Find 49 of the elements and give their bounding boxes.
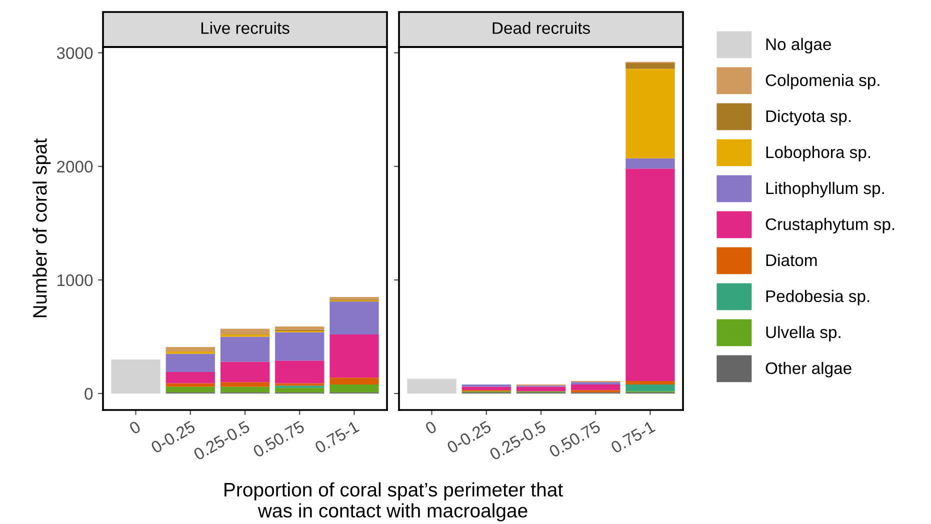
bar (275, 360, 324, 384)
x-axis-title: Proportion of coral spat’s perimeter that was in contact with macroalgae (224, 482, 563, 522)
legend-label: Diatom (766, 254, 817, 266)
legend-label: Other algae (766, 362, 852, 378)
y-tick-label: 3000 (56, 47, 93, 59)
bar (462, 386, 511, 390)
bar (166, 386, 215, 392)
bar (220, 386, 270, 392)
legend-label: Ulvella sp. (766, 326, 840, 342)
bar (626, 168, 675, 382)
legend-label: Pedobesia sp. (766, 290, 870, 306)
chart-title: Live recruits (201, 22, 290, 34)
bar (166, 354, 215, 372)
bar (330, 296, 379, 300)
bar (166, 372, 215, 384)
legend-label: Lithophyllum sp. (766, 182, 884, 198)
bar (275, 332, 324, 361)
y-tick-label: 1000 (57, 274, 93, 286)
bar (571, 384, 620, 390)
x-tick-label: 0 (424, 420, 438, 435)
bar (166, 346, 215, 352)
bar (111, 359, 160, 394)
bar (330, 378, 379, 384)
bar (330, 384, 379, 392)
bar (330, 302, 379, 334)
bar (275, 388, 324, 392)
y-axis-title: Number of coral spat (32, 138, 51, 318)
chart-title: Dead recruits (492, 22, 590, 34)
x-tick-label: 0 (128, 420, 142, 435)
bar (220, 362, 270, 382)
bar (626, 158, 675, 169)
legend-label: No algae (766, 38, 831, 54)
bar (220, 336, 270, 362)
bar (626, 381, 675, 384)
bar (516, 386, 566, 392)
legend-label: Lobophora sp. (766, 146, 870, 162)
legend-label: Crustaphytum sp. (766, 218, 894, 234)
bar (220, 328, 270, 334)
y-tick-label: 0 (84, 388, 93, 400)
bar (626, 68, 675, 158)
bar (407, 378, 456, 394)
bar (626, 384, 675, 392)
bar (275, 326, 324, 330)
legend-label: Colpomenia sp. (766, 74, 880, 90)
legend-label: Dictyota sp. (766, 110, 851, 126)
bar (330, 334, 379, 378)
y-tick-label: 2000 (57, 160, 93, 173)
bar (626, 63, 675, 69)
bar (220, 382, 270, 387)
